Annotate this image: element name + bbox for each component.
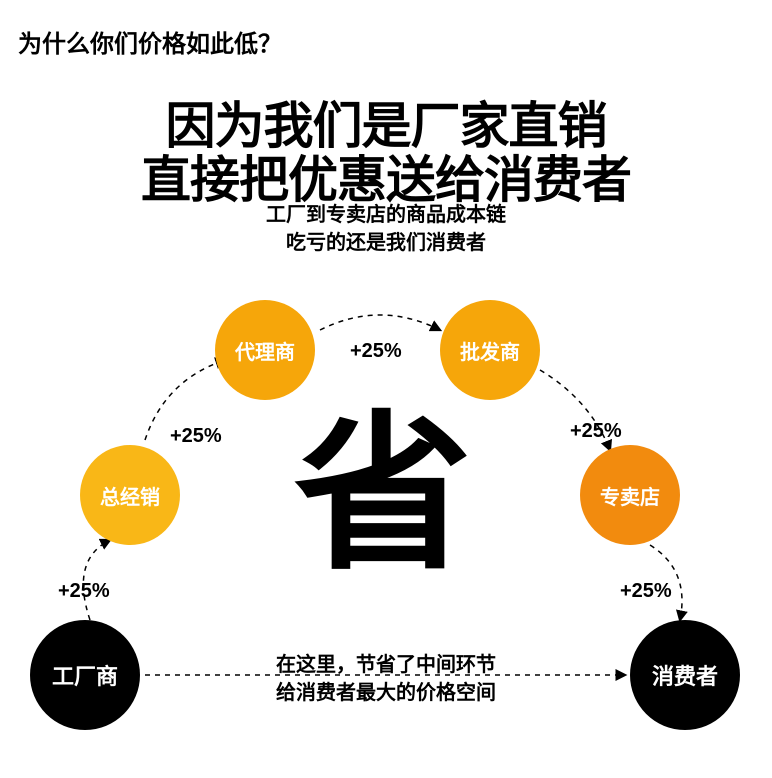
question-text: 为什么你们价格如此低？ bbox=[18, 24, 282, 59]
node-distributor: 总经销 bbox=[80, 445, 180, 545]
subhead-line2: 吃亏的还是我们消费者 bbox=[0, 226, 772, 255]
bottom-line2: 给消费者最大的价格空间 bbox=[0, 676, 772, 705]
percent-label-4: +25% bbox=[620, 580, 672, 603]
percent-label-1: +25% bbox=[170, 425, 222, 448]
big-save-char: 省 bbox=[294, 410, 473, 580]
subhead-line1: 工厂到专卖店的商品成本链 bbox=[0, 198, 772, 227]
percent-label-3: +25% bbox=[570, 420, 622, 443]
node-agent: 代理商 bbox=[215, 300, 315, 400]
node-store: 专卖店 bbox=[580, 445, 680, 545]
bottom-line1: 在这里，节省了中间环节 bbox=[0, 648, 772, 677]
node-wholesaler: 批发商 bbox=[440, 300, 540, 400]
percent-label-2: +25% bbox=[350, 340, 402, 363]
percent-label-0: +25% bbox=[58, 580, 110, 603]
